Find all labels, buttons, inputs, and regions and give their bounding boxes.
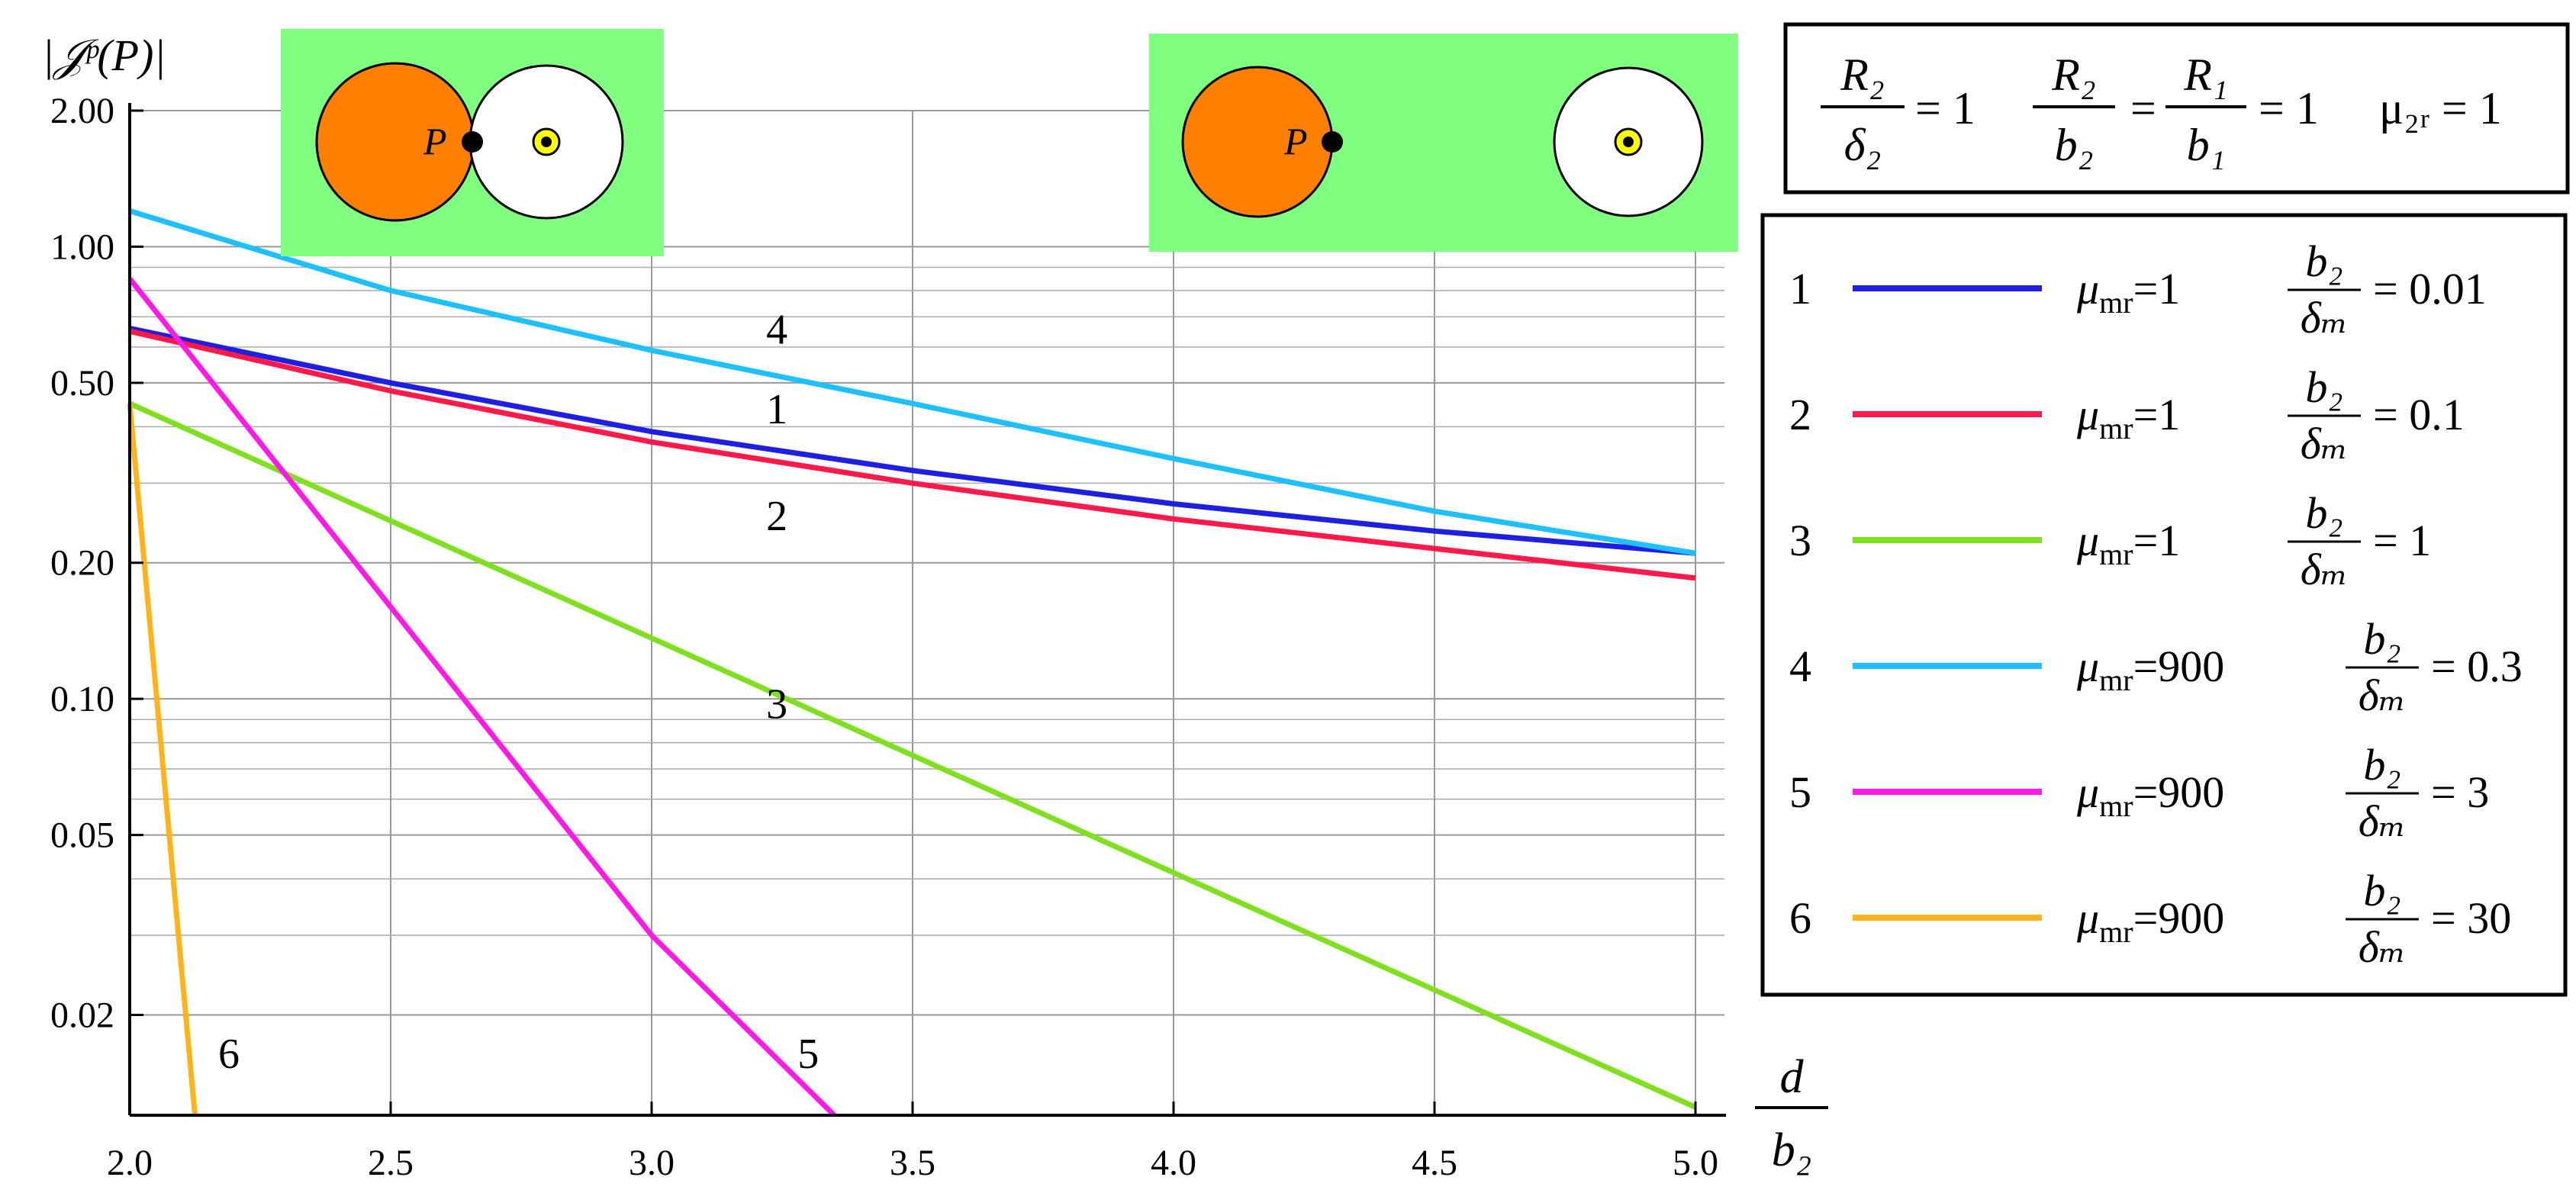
svg-text:R₁: R₁	[2183, 50, 2228, 100]
y-tick-label-2: 0.50	[50, 363, 114, 404]
curve-label-6: 6	[218, 1031, 240, 1078]
orange-disk	[315, 62, 475, 222]
legend-entry-5: 5 μmr=900 b₂ δₘ = 3	[1789, 740, 2489, 846]
legend-mu: μmr=1	[2076, 516, 2180, 571]
legend-ratio-value: = 3	[2431, 767, 2489, 817]
legend-entry-1: 1 μmr=1 b₂ δₘ = 0.01	[1789, 236, 2487, 343]
legend-entry-3: 3 μmr=1 b₂ δₘ = 1	[1789, 488, 2431, 594]
legend-number: 6	[1789, 893, 1811, 943]
y-tick-label-0: 2.00	[50, 91, 114, 131]
legend-number: 3	[1789, 516, 1811, 565]
legend-ratio-denominator: δₘ	[2301, 545, 2349, 594]
legend-ratio-value: = 1	[2373, 516, 2431, 565]
inset-separated-diagram: P	[1149, 34, 1738, 252]
legend-mu: μmr=900	[2076, 642, 2224, 697]
legend-ratio-denominator: δₘ	[2301, 419, 2349, 468]
x-tick-label-3: 3.5	[890, 1143, 935, 1183]
legend-mu: μmr=900	[2076, 893, 2224, 949]
legend-ratio-value: = 0.3	[2431, 642, 2523, 691]
legend-ratio-numerator: b₂	[2305, 236, 2343, 286]
legend-ratio-denominator: δₘ	[2301, 293, 2349, 343]
legend-number: 5	[1789, 767, 1811, 817]
curve-label-5: 5	[797, 1031, 819, 1078]
x-tick-label-1: 2.5	[368, 1143, 414, 1183]
x-tick-label-2: 3.0	[629, 1143, 675, 1183]
svg-text:R₂: R₂	[1840, 50, 1885, 100]
series-group	[127, 208, 1697, 1118]
svg-text:d: d	[1780, 1051, 1805, 1103]
legend-ratio-value: = 30	[2431, 893, 2511, 943]
y-tick-label-6: 0.02	[50, 995, 114, 1035]
svg-text:b₁: b₁	[2187, 120, 2226, 170]
tick-labels: 2.0 2.5 3.0 3.5 4.0 4.5 5.0 2.00 1.00 0.50 0.20 0.1…	[50, 91, 1718, 1183]
point-p-label: P	[1283, 120, 1308, 162]
legend-ratio-numerator: b₂	[2305, 488, 2343, 538]
parameters-box: R₂ δ₂ = 1 R₂ b₂ = R₁ b₁ = 1 μ₂ᵣ = 1	[1783, 22, 2570, 195]
curve-label-3: 3	[766, 680, 787, 728]
svg-text:μ₂ᵣ = 1: μ₂ᵣ = 1	[2379, 83, 2502, 133]
curve-label-1: 1	[766, 386, 787, 433]
legend-entry-4: 4 μmr=900 b₂ δₘ = 0.3	[1789, 614, 2523, 720]
legend-ratio-value: = 0.01	[2373, 264, 2487, 314]
legend-ratio-numerator: b₂	[2363, 614, 2401, 664]
y-tick-label-1: 1.00	[50, 227, 114, 267]
y-tick-label-4: 0.10	[50, 679, 114, 719]
legend-ratio-denominator: δₘ	[2359, 922, 2407, 972]
legend-ratio-denominator: δₘ	[2359, 671, 2407, 720]
curve-label-4: 4	[766, 306, 787, 353]
legend-ratio-numerator: b₂	[2305, 362, 2343, 412]
legend-ratio-numerator: b₂	[2363, 866, 2401, 915]
legend-entry-2: 2 μmr=1 b₂ δₘ = 0.1	[1789, 362, 2465, 468]
series-line-1	[129, 325, 1696, 556]
x-tick-label-4: 4.0	[1151, 1143, 1196, 1183]
legend-number: 2	[1789, 390, 1811, 439]
curve-labels: 4 1 2 3 5 6	[218, 306, 819, 1078]
y-axis-label: |𝒥ᵖ(P)|	[42, 31, 166, 80]
axes	[128, 103, 1726, 1117]
svg-text:δ₂: δ₂	[1844, 120, 1882, 170]
svg-text:b₂: b₂	[1772, 1124, 1812, 1176]
series-line-3	[128, 400, 1697, 1110]
legend-entry-6: 6 μmr=900 b₂ δₘ = 30	[1789, 866, 2511, 972]
point-p-label: P	[423, 120, 447, 162]
y-tick-label-5: 0.05	[50, 815, 114, 856]
inset-contact-diagram: P	[281, 29, 664, 256]
series-line-2	[129, 328, 1696, 581]
legend: 1 μmr=1 b₂ δₘ = 0.01 2 μmr=1 b₂ δₘ = 0.1 3 μmr=1 b₂ δ…	[1760, 213, 2568, 997]
point-p-marker	[1322, 131, 1343, 153]
x-tick-label-5: 4.5	[1412, 1143, 1457, 1183]
center-dot-icon	[541, 137, 552, 147]
legend-ratio-value: = 0.1	[2373, 390, 2465, 439]
series-line-5	[127, 277, 836, 1118]
svg-text:b₂: b₂	[2055, 120, 2094, 170]
legend-mu: μmr=1	[2076, 264, 2180, 320]
orange-disk	[1181, 66, 1334, 218]
x-tick-label-6: 5.0	[1673, 1143, 1718, 1183]
y-tick-label-3: 0.20	[50, 543, 114, 584]
curve-label-2: 2	[766, 493, 787, 540]
series-line-4	[128, 208, 1696, 556]
svg-text:=: =	[2130, 83, 2156, 133]
legend-mu: μmr=900	[2076, 767, 2224, 823]
series-line-6	[127, 403, 198, 1116]
grid	[129, 110, 1724, 1115]
legend-number: 4	[1789, 642, 1811, 691]
svg-text:= 1: = 1	[2259, 83, 2319, 133]
svg-text:= 1: = 1	[1915, 83, 1975, 133]
legend-ratio-numerator: b₂	[2363, 740, 2401, 790]
legend-mu: μmr=1	[2076, 390, 2180, 445]
point-p-marker	[462, 131, 483, 153]
center-dot-icon	[1623, 137, 1634, 147]
legend-ratio-denominator: δₘ	[2359, 796, 2407, 846]
svg-text:R₂: R₂	[2051, 50, 2096, 100]
x-axis-label: d b₂	[1755, 1051, 1828, 1176]
legend-number: 1	[1789, 264, 1811, 314]
x-tick-label-0: 2.0	[107, 1143, 153, 1183]
